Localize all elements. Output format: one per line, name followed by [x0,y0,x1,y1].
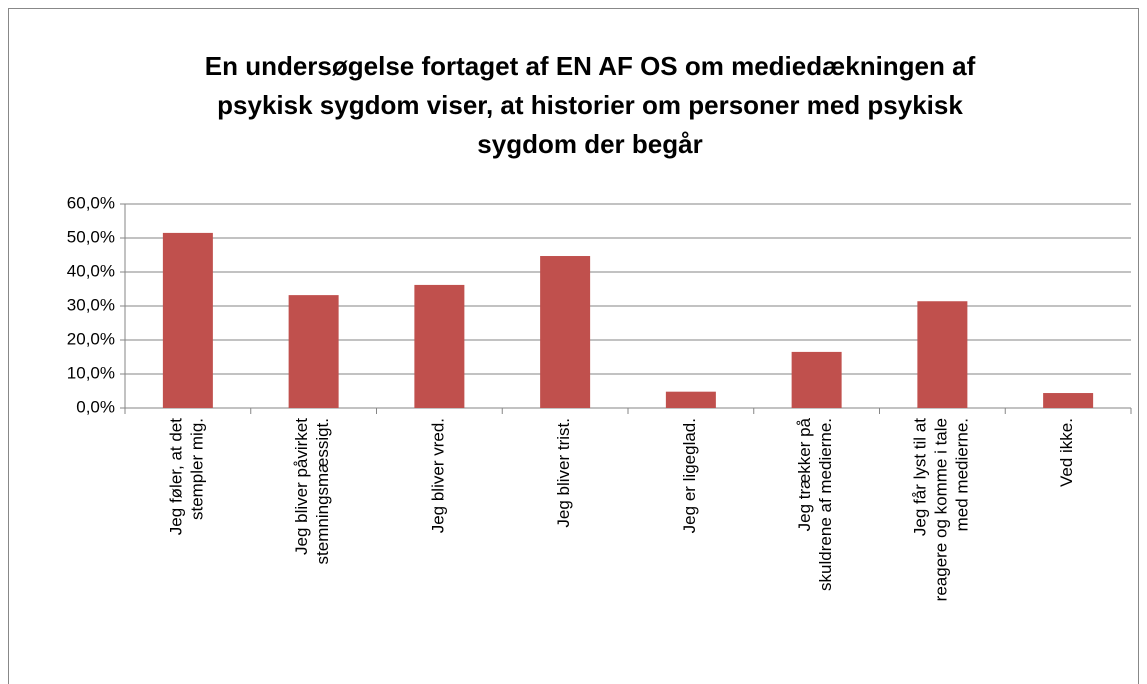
x-tick-label: Jeg føler, at det stempler mig. [167,418,207,535]
x-tick-label: Jeg trækker på skuldrene af medierne. [796,417,836,590]
bar [791,351,842,408]
x-tick-label: Jeg bliver påvirket stemningsmæssigt. [293,418,333,565]
y-tick-label: 30,0% [67,295,115,314]
bar [1043,393,1094,408]
bar [540,256,591,408]
x-tick-label: Ved ikke. [1058,418,1077,487]
bar [288,295,339,408]
x-tick-label: Jeg bliver vred. [429,418,448,533]
bar [162,232,213,408]
y-tick-label: 60,0% [67,193,115,212]
bar [917,301,968,408]
bar [414,284,465,408]
bar [665,391,716,408]
y-tick-label: 0,0% [76,397,115,416]
chart-title: En undersøgelse fortaget af EN AF OS om … [205,51,976,159]
x-tick-label: Jeg får lyst til at reagere og komme i ta… [911,418,972,602]
y-tick-label: 40,0% [67,261,115,280]
x-tick-label: Jeg er ligeglad. [680,418,699,533]
x-tick-label: Jeg bliver trist. [555,418,574,528]
y-tick-label: 20,0% [67,329,115,348]
y-tick-label: 50,0% [67,227,115,246]
y-tick-label: 10,0% [67,363,115,382]
